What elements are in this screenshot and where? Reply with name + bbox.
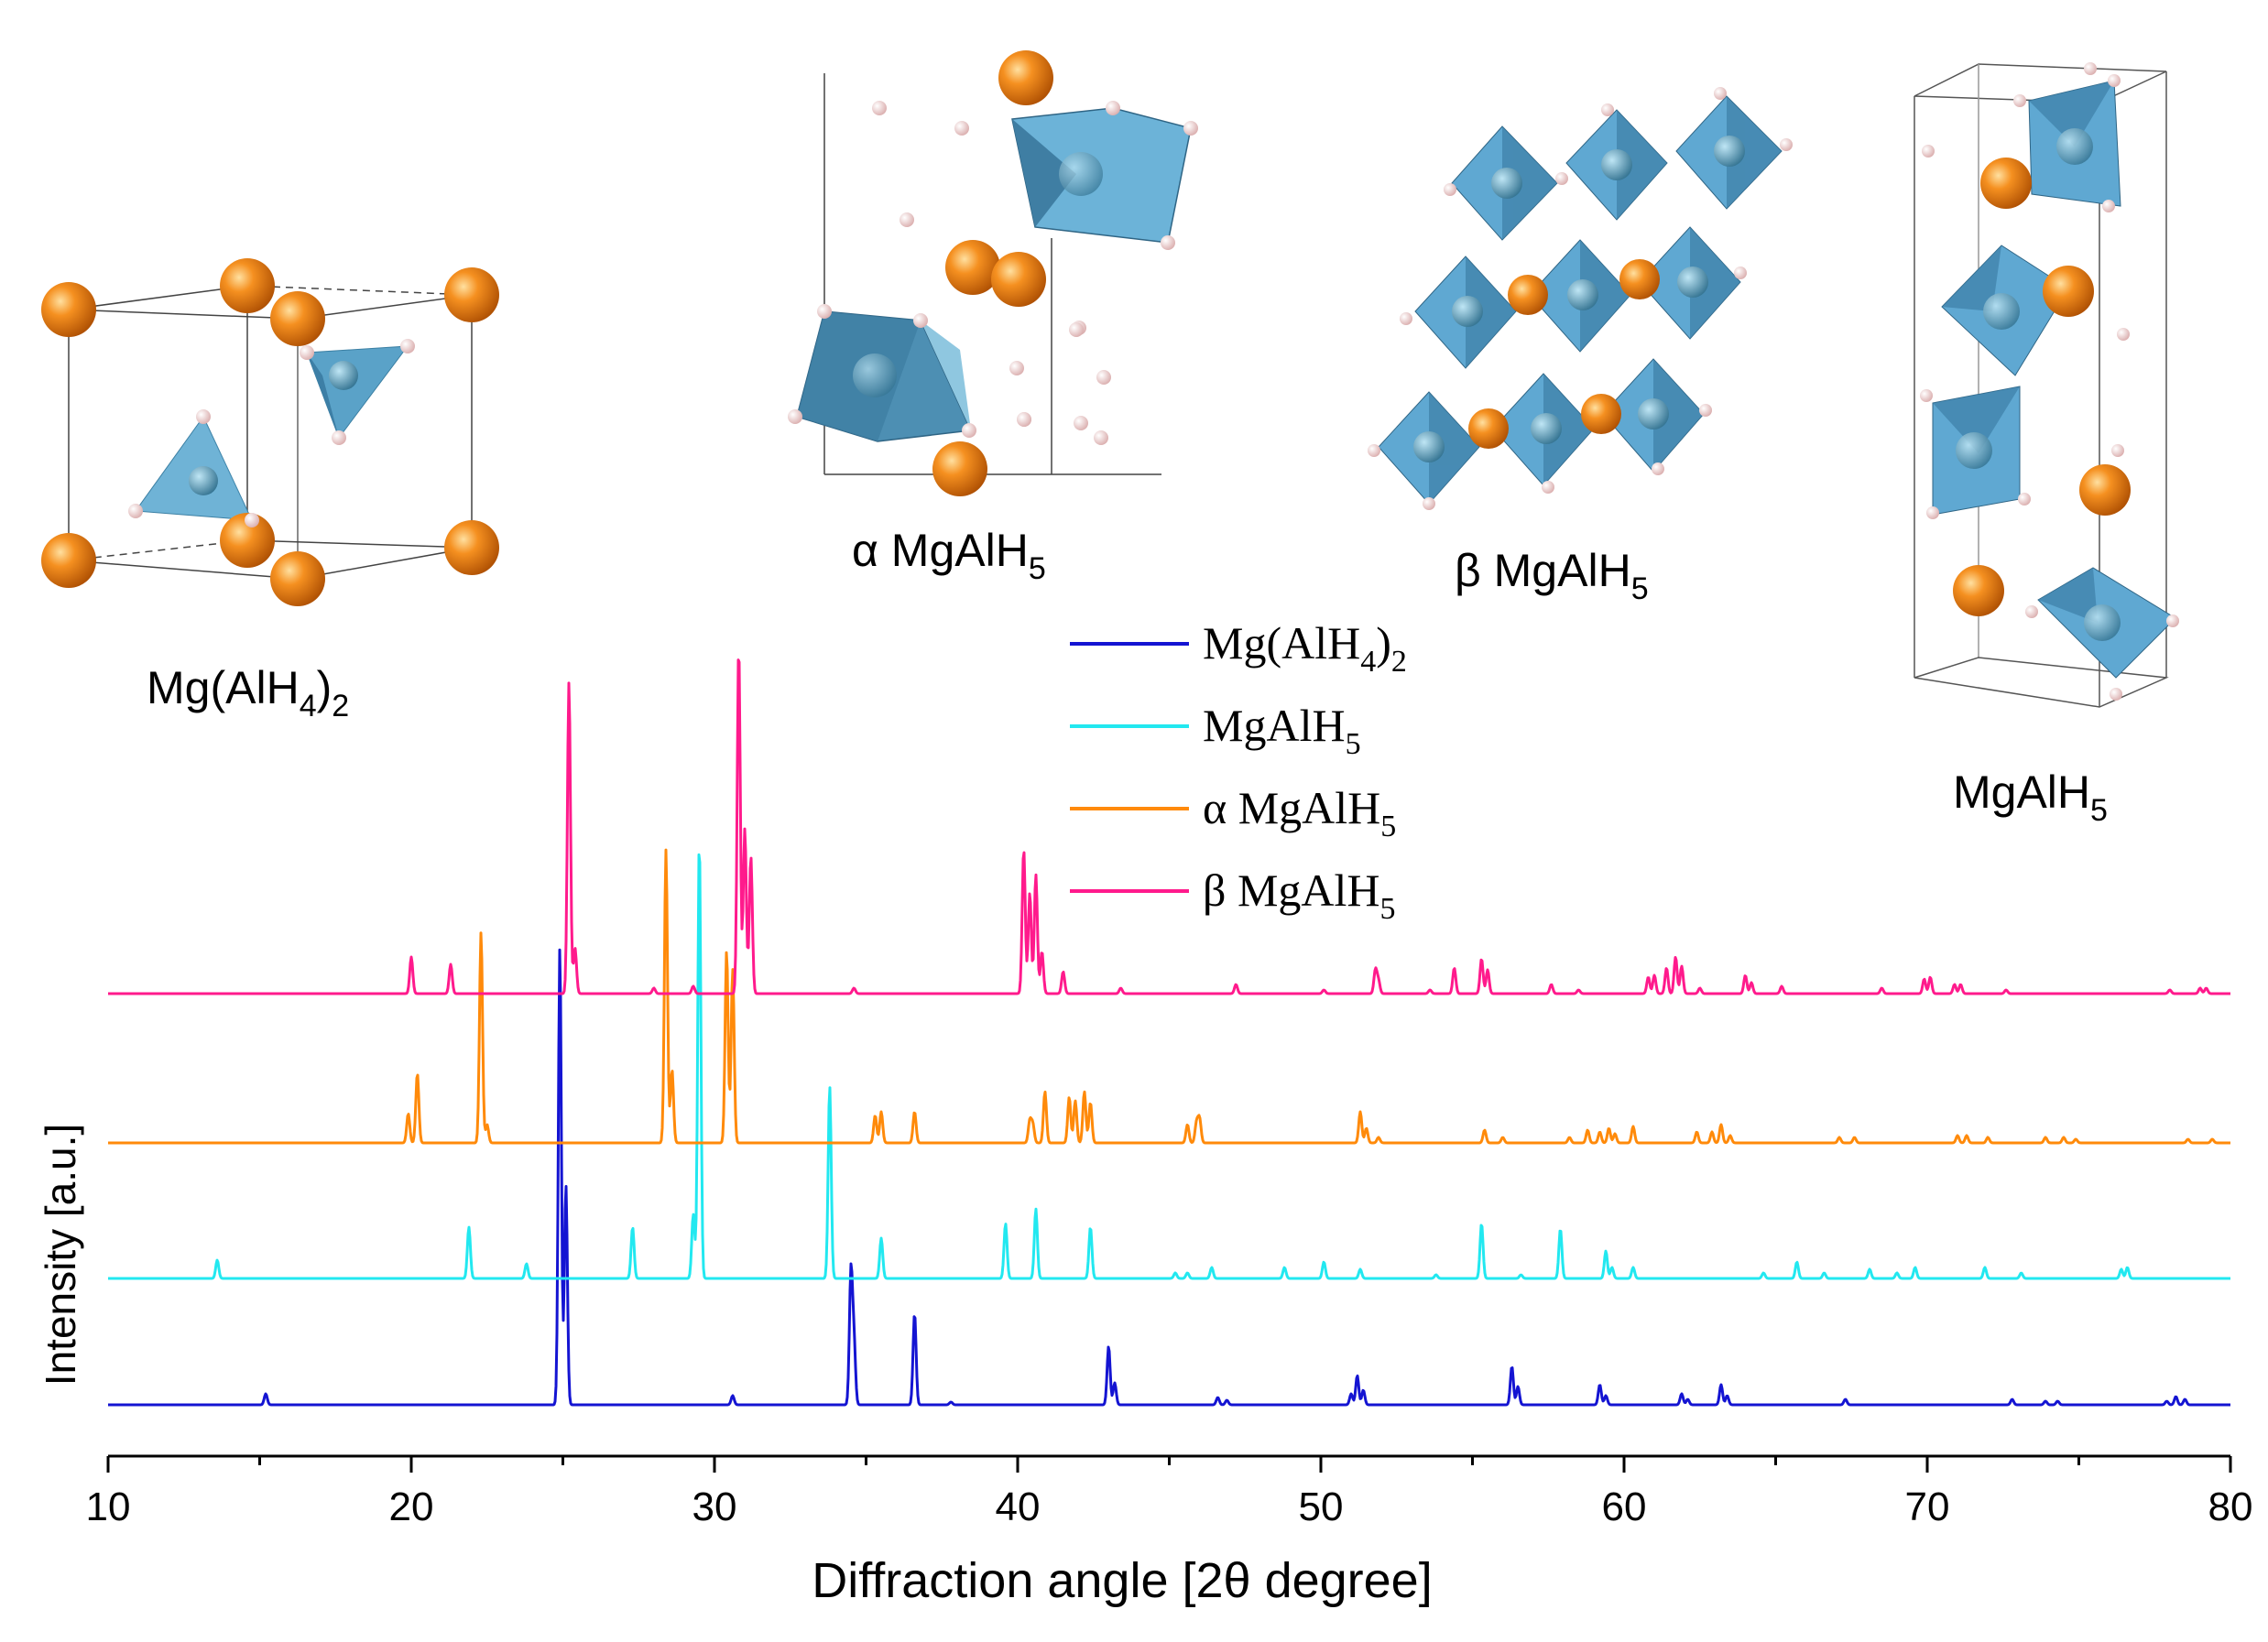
y-axis-label: Intensity [a.u.]	[37, 1124, 84, 1386]
legend-label-1: MgAlH5	[1203, 700, 1361, 761]
x-tick-label-70: 70	[1905, 1484, 1950, 1529]
x-tick-label-80: 80	[2208, 1484, 2253, 1529]
series-line-3	[107, 658, 2231, 995]
x-tick-label-40: 40	[996, 1484, 1041, 1529]
x-tick-label-30: 30	[692, 1484, 737, 1529]
series-line-1	[107, 853, 2231, 1280]
series-line-0	[107, 948, 2231, 1407]
structure-alpha-mgalh5	[788, 50, 1198, 496]
legend-label-2: α MgAlH5	[1203, 782, 1396, 843]
structure-label-mg-alh4-2: Mg(AlH4)2	[147, 662, 349, 723]
x-axis: 10 20 30 40 50 60 70 80	[86, 1454, 2253, 1529]
x-tick-label-60: 60	[1602, 1484, 1647, 1529]
x-tick-label-50: 50	[1299, 1484, 1344, 1529]
series-line-2	[107, 848, 2231, 1145]
legend-label-3: β MgAlH5	[1203, 864, 1396, 926]
structure-mgalh5-tall	[1914, 62, 2179, 708]
x-axis-ticks: 10 20 30 40 50 60 70 80	[86, 1456, 2253, 1529]
legend-label-0: Mg(AlH4)2	[1203, 617, 1407, 679]
x-axis-label: Diffraction angle [2θ degree]	[812, 1553, 1432, 1608]
structure-label-beta-mgalh5: β MgAlH5	[1455, 545, 1649, 606]
x-tick-label-20: 20	[389, 1484, 434, 1529]
structure-beta-mgalh5	[1368, 87, 1793, 510]
structure-label-alpha-mgalh5: α MgAlH5	[852, 525, 1046, 586]
structure-label-mgalh5: MgAlH5	[1953, 767, 2108, 828]
structure-mg-alh4-2	[41, 258, 499, 606]
x-tick-label-10: 10	[86, 1484, 131, 1529]
legend: Mg(AlH4)2 MgAlH5 α MgAlH5 β MgAlH5	[1070, 617, 1407, 926]
series-group	[107, 658, 2231, 1407]
